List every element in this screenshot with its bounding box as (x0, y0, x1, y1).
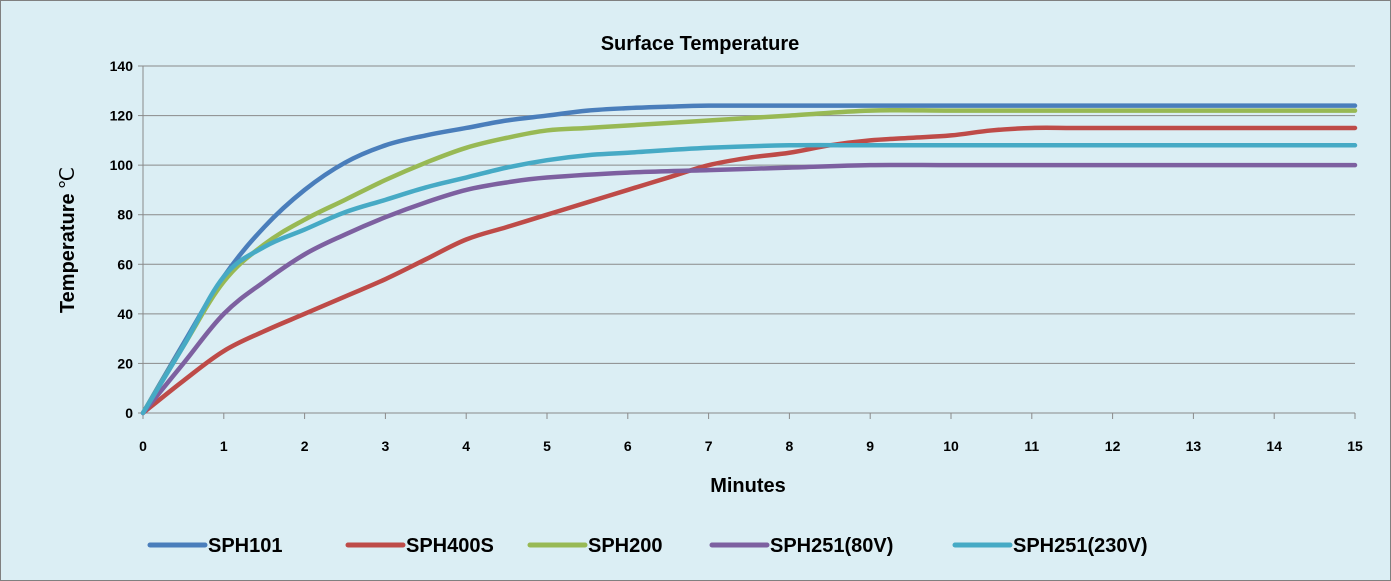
x-tick-label: 2 (301, 438, 309, 454)
x-tick-label: 14 (1266, 438, 1282, 454)
legend-item-sph200: SPH200 (527, 535, 663, 557)
legend-item-sph251-230v: SPH251(230V) (952, 535, 1148, 557)
legend-item-sph400s: SPH400S (345, 535, 494, 557)
y-tick-label: 0 (125, 405, 133, 421)
x-tick-label: 12 (1105, 438, 1121, 454)
x-tick-label: 10 (943, 438, 959, 454)
y-axis-title-unit: ℃ (57, 167, 79, 189)
legend-label: SPH101 (208, 535, 283, 557)
y-axis-title-text: Temperature (57, 193, 79, 313)
legend-item-sph101: SPH101 (147, 535, 283, 557)
series-lines (140, 103, 1358, 416)
x-tick-label: 11 (1024, 438, 1039, 454)
series-line-sph251-230v (140, 142, 1358, 416)
y-axis-ticks: 0 20 40 60 80 100 120 140 (110, 58, 143, 421)
x-axis-title: Minutes (710, 475, 786, 497)
x-axis-ticks: 0 1 2 3 4 5 6 7 8 9 10 11 12 13 14 15 (139, 413, 1363, 454)
x-tick-label: 9 (866, 438, 874, 454)
legend-label: SPH400S (406, 535, 494, 557)
legend-label: SPH200 (588, 535, 663, 557)
y-tick-label: 40 (117, 306, 133, 322)
x-tick-label: 8 (786, 438, 794, 454)
x-tick-label: 3 (382, 438, 390, 454)
x-tick-label: 6 (624, 438, 632, 454)
y-tick-label: 100 (110, 157, 134, 173)
y-axis-title: Temperature ℃ (57, 167, 79, 313)
series-line-sph101 (140, 103, 1358, 416)
x-tick-label: 0 (139, 438, 147, 454)
x-tick-label: 1 (220, 438, 228, 454)
legend-label: SPH251(230V) (1013, 535, 1148, 557)
legend: SPH101 SPH400S SPH200 SPH251(80V) SPH251(230… (147, 535, 1148, 557)
legend-item-sph251-80v: SPH251(80V) (709, 535, 893, 557)
axes (142, 66, 1355, 414)
y-tick-label: 20 (117, 355, 133, 371)
x-tick-label: 15 (1347, 438, 1363, 454)
y-tick-label: 140 (110, 58, 134, 74)
y-tick-label: 60 (117, 256, 133, 272)
x-tick-label: 7 (705, 438, 713, 454)
y-tick-label: 120 (110, 108, 134, 124)
series-line-sph251-80v (140, 162, 1358, 416)
series-line-sph200 (140, 107, 1358, 416)
x-tick-label: 5 (543, 438, 551, 454)
y-tick-label: 80 (117, 207, 133, 223)
chart-title: Surface Temperature (601, 33, 800, 55)
legend-label: SPH251(80V) (770, 535, 893, 557)
x-tick-label: 13 (1186, 438, 1202, 454)
x-tick-label: 4 (462, 438, 470, 454)
